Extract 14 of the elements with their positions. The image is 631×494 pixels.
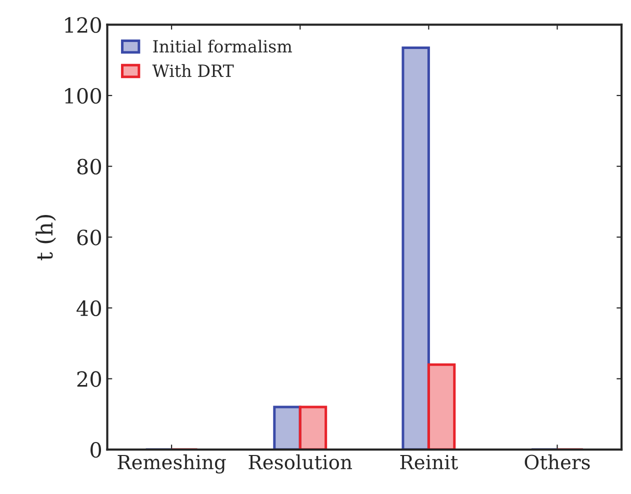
y-tick-label: 20 <box>77 371 102 387</box>
x-tick-label: Resolution <box>248 454 352 470</box>
y-tick-label: 60 <box>77 230 102 246</box>
x-tick-label: Others <box>524 454 590 470</box>
y-axis-title: t (h) <box>36 215 56 260</box>
x-tick-label: Remeshing <box>118 454 226 474</box>
legend-label: With DRT <box>152 64 234 78</box>
x-tick-label: Reinit <box>400 454 458 470</box>
y-tick-label: 40 <box>76 300 102 316</box>
y-tick-label: 80 <box>77 158 102 175</box>
y-tick-label: 100 <box>65 88 102 104</box>
y-tick-label: 120 <box>65 17 102 33</box>
y-tick-label: 0 <box>90 442 102 458</box>
legend-label: Initial formalism <box>153 40 292 53</box>
